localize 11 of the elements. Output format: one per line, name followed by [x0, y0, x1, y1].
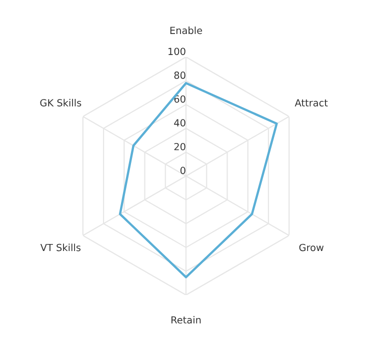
y-tick-label: 100 — [168, 48, 186, 56]
y-tick-label: 0 — [180, 166, 186, 174]
y-tick-label: 20 — [174, 142, 186, 150]
spoke-label: GK Skills — [40, 98, 82, 106]
spoke-label: Attract — [294, 99, 328, 106]
spoke-label: VT Skills — [40, 244, 81, 252]
y-tick-label: 40 — [174, 119, 186, 126]
spoke-label: Retain — [171, 316, 201, 324]
y-tick-label: 80 — [174, 72, 186, 79]
spoke-label: Grow — [299, 244, 324, 252]
spoke-label: Enable — [170, 26, 202, 34]
